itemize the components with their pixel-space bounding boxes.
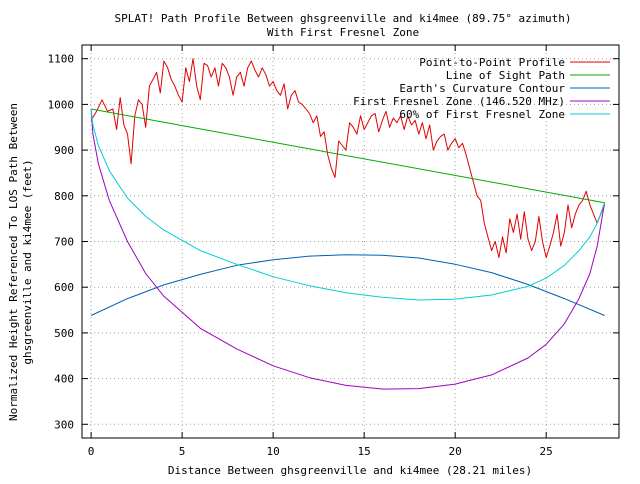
y-tick-label: 1100: [48, 53, 75, 66]
legend-label-4: First Fresnel Zone (146.520 MHz): [353, 95, 565, 108]
x-tick-label: 0: [88, 445, 95, 458]
legend-label-2: Line of Sight Path: [446, 69, 565, 82]
x-tick-label: 15: [358, 445, 371, 458]
legend-label-3: Earth's Curvature Contour: [399, 82, 565, 95]
series-line-5: [90, 108, 606, 301]
y-tick-label: 900: [54, 144, 74, 157]
y-tick-label: 400: [54, 373, 74, 386]
y-tick-label: 700: [54, 236, 74, 249]
grid: [82, 45, 619, 438]
y-axis-label-line2: ghsgreenville and ki4mee (feet): [21, 159, 34, 364]
chart-subtitle: With First Fresnel Zone: [267, 26, 419, 39]
chart-title: SPLAT! Path Profile Between ghsgreenvill…: [115, 12, 572, 25]
legend-label-5: 60% of First Fresnel Zone: [399, 108, 565, 121]
series-line-1: [90, 58, 606, 258]
legend-label-1: Point-to-Point Profile: [419, 56, 565, 69]
x-tick-label: 10: [267, 445, 280, 458]
y-tick-label: 800: [54, 190, 74, 203]
y-tick-label: 300: [54, 418, 74, 431]
y-axis-label-line1: Normalized Height Referenced To LOS Path…: [7, 103, 20, 421]
series-line-3: [90, 254, 605, 316]
series-line-2: [91, 108, 605, 204]
x-axis-label: Distance Between ghsgreenville and ki4me…: [168, 464, 532, 477]
y-tick-label: 600: [54, 281, 74, 294]
x-tick-label: 5: [179, 445, 186, 458]
y-tick-label: 500: [54, 327, 74, 340]
x-tick-label: 20: [449, 445, 462, 458]
series-lines: [90, 58, 606, 390]
x-tick-label: 25: [540, 445, 553, 458]
y-tick-label: 1000: [48, 98, 75, 111]
series-line-4: [90, 108, 606, 390]
axis-ticks: 0 5 10 15 20 25 300 400 500 600 700 800 900 1000 1100: [48, 45, 619, 458]
